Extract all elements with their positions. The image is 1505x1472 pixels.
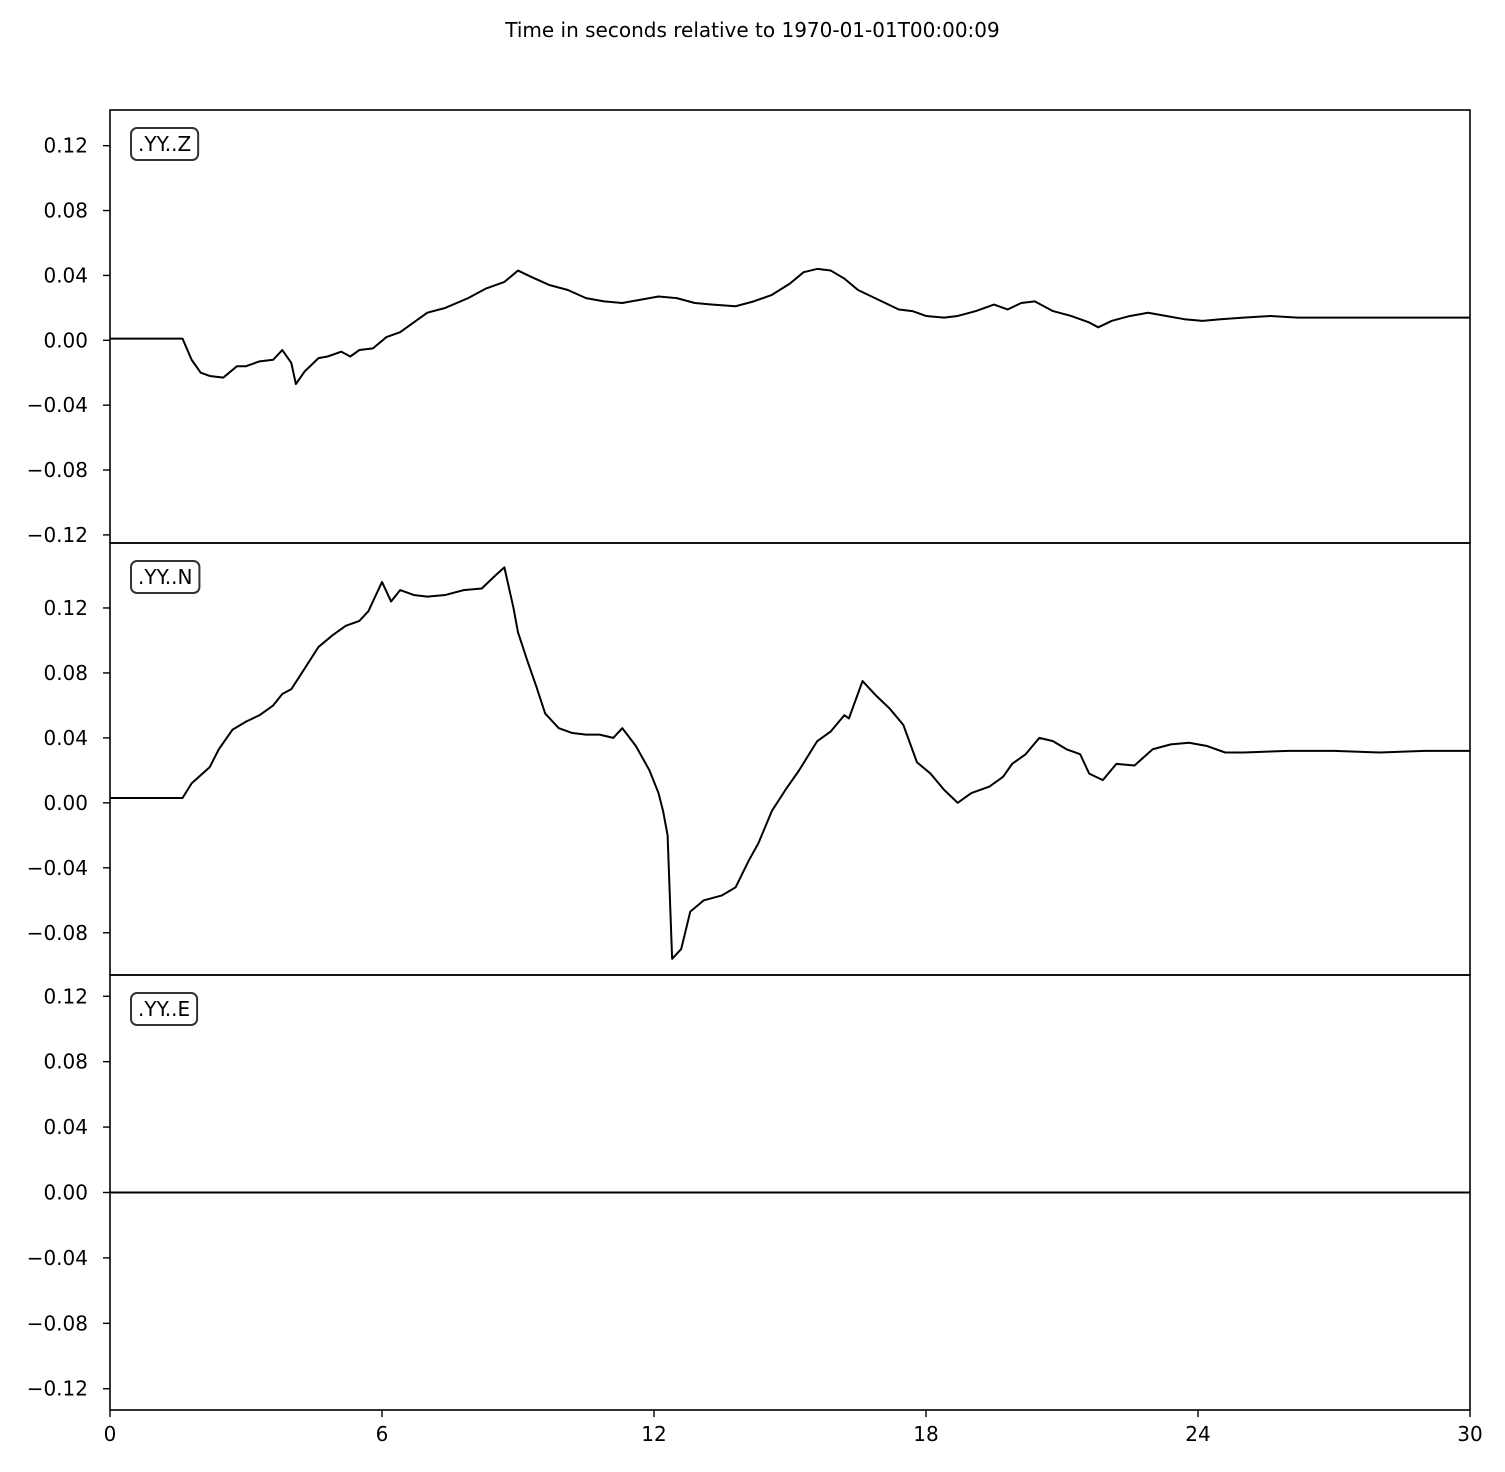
- channel-label-box: [130, 127, 200, 161]
- x-axis: 0 6 12 18 24 30: [104, 1410, 1483, 1446]
- x-tick-label: 0: [104, 1422, 117, 1446]
- y-tick-label: 0.00: [43, 1181, 88, 1205]
- panel-frame: [109, 542, 1471, 976]
- y-tick-label: 0.04: [43, 1115, 88, 1139]
- trace-line: [110, 566, 1470, 960]
- y-tick-label: −0.08: [27, 921, 88, 945]
- channel-label-text: .YY..N: [138, 565, 192, 589]
- y-tick-label: −0.08: [27, 1311, 88, 1335]
- y-tick-label: 0.00: [43, 791, 88, 815]
- channel-label: .YY..Z: [130, 127, 200, 161]
- y-tick-label: 0.08: [43, 199, 88, 223]
- trace-line: [110, 267, 1470, 386]
- y-tick-label: −0.04: [27, 1246, 88, 1270]
- y-tick-label: −0.12: [27, 1377, 88, 1401]
- y-tick-label: 0.08: [43, 1050, 88, 1074]
- chart-title: Time in seconds relative to 1970-01-01T0…: [505, 18, 1000, 42]
- y-tick-label: −0.04: [27, 393, 88, 417]
- y-tick-label: 0.12: [43, 596, 88, 620]
- y-tick-label: −0.08: [27, 458, 88, 482]
- y-tick-label: 0.04: [43, 726, 88, 750]
- panel-2: 0.12 0.08 0.04 0.00 −0.04 −0.08 .YY..N: [27, 542, 1471, 976]
- channel-label-text: .YY..E: [138, 997, 190, 1021]
- panels-layer: 0.120.080.040.00−0.04−0.08−0.12.YY..Z0.1…: [27, 109, 1471, 1411]
- panel-1: 0.12 0.08 0.04 0.00 −0.04 −0.08 −0.12 .YY..Z: [27, 109, 1471, 547]
- y-tick-label: 0.12: [43, 134, 88, 158]
- y-tick-label: 0.00: [43, 328, 88, 352]
- y-tick-label: −0.12: [27, 523, 88, 547]
- x-tick-label: 30: [1457, 1422, 1482, 1446]
- y-tick-label: −0.04: [27, 856, 88, 880]
- x-tick-label: 6: [376, 1422, 389, 1446]
- x-tick-label: 24: [1185, 1422, 1210, 1446]
- y-tick-label: 0.04: [43, 263, 88, 287]
- y-tick-label: 0.12: [43, 984, 88, 1008]
- panel-frame: [109, 109, 1471, 544]
- y-tick-label: 0.08: [43, 661, 88, 685]
- channel-label-box: [130, 992, 199, 1026]
- channel-label: .YY..N: [130, 560, 201, 594]
- x-tick-label: 12: [641, 1422, 666, 1446]
- channel-label-box: [130, 560, 201, 594]
- channel-label: .YY..E: [130, 992, 199, 1026]
- panel-3: 0.12 0.08 0.04 0.00 −0.04 −0.08 −0.12 .YY..E: [27, 974, 1471, 1411]
- x-tick-label: 18: [913, 1422, 938, 1446]
- channel-label-text: .YY..Z: [138, 132, 191, 156]
